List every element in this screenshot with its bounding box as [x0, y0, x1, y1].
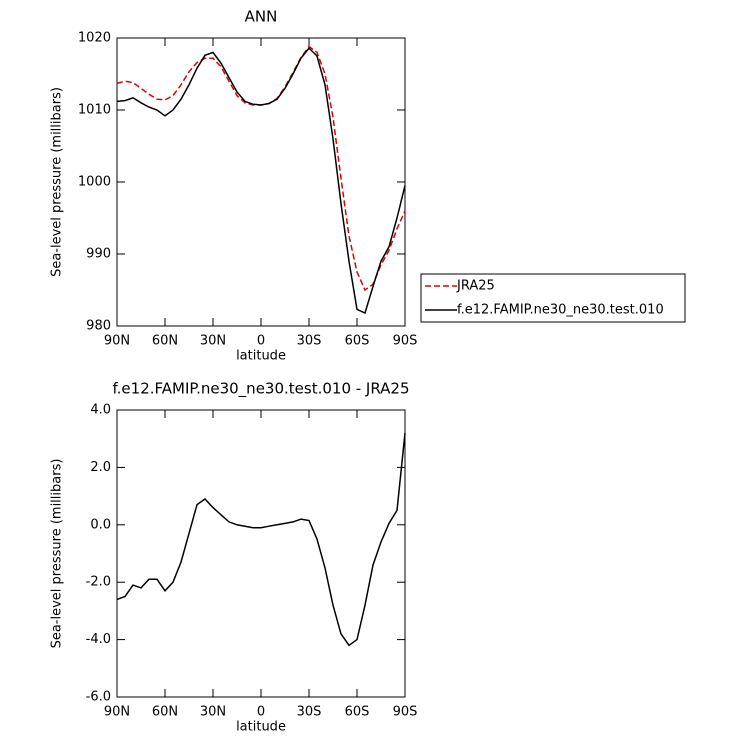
- y-tick-label: 4.0: [90, 403, 111, 418]
- x-tick-label: 30S: [297, 334, 322, 349]
- x-tick-label: 30N: [200, 334, 226, 349]
- y-tick-label: 1020: [78, 31, 111, 46]
- y-tick-label: -6.0: [86, 690, 111, 705]
- x-tick-label: 90N: [104, 334, 130, 349]
- x-tick-label: 0: [257, 334, 265, 349]
- x-tick-label: 60S: [345, 705, 370, 720]
- y-tick-label: -4.0: [86, 632, 111, 647]
- chart-title: f.e12.FAMIP.ne30_ne30.test.010 - JRA25: [112, 380, 409, 399]
- legend: JRA25 f.e12.FAMIP.ne30_ne30.test.010: [420, 273, 686, 323]
- y-tick-label: -2.0: [86, 575, 111, 590]
- data-line: [116, 45, 406, 292]
- y-tick-label: 2.0: [90, 460, 111, 475]
- x-tick-label: 30S: [297, 705, 322, 720]
- x-tick-label: 60N: [152, 705, 178, 720]
- plot-frame: [116, 409, 406, 698]
- x-tick-label: 90S: [393, 334, 418, 349]
- y-tick-label: 0.0: [90, 517, 111, 532]
- y-tick-label: 1000: [78, 175, 111, 190]
- x-tick-label: 60S: [345, 334, 370, 349]
- legend-box: [420, 273, 686, 323]
- data-line: [116, 432, 406, 647]
- chart-title: ANN: [245, 8, 278, 26]
- data-line: [116, 46, 406, 315]
- y-axis-label: Sea-level pressure (millibars): [50, 459, 65, 649]
- legend-label: JRA25: [456, 279, 495, 294]
- x-tick-label: 0: [257, 705, 265, 720]
- x-tick-label: 60N: [152, 334, 178, 349]
- x-axis-label: latitude: [236, 720, 286, 735]
- x-axis-label: latitude: [236, 349, 286, 364]
- y-tick-label: 1010: [78, 103, 111, 118]
- y-tick-label: 990: [86, 247, 111, 262]
- legend-label: f.e12.FAMIP.ne30_ne30.test.010: [457, 303, 664, 318]
- x-tick-label: 90S: [393, 705, 418, 720]
- x-tick-label: 30N: [200, 705, 226, 720]
- x-tick-label: 90N: [104, 705, 130, 720]
- y-axis-label: Sea-level pressure (millibars): [50, 87, 65, 277]
- y-tick-label: 980: [86, 319, 111, 334]
